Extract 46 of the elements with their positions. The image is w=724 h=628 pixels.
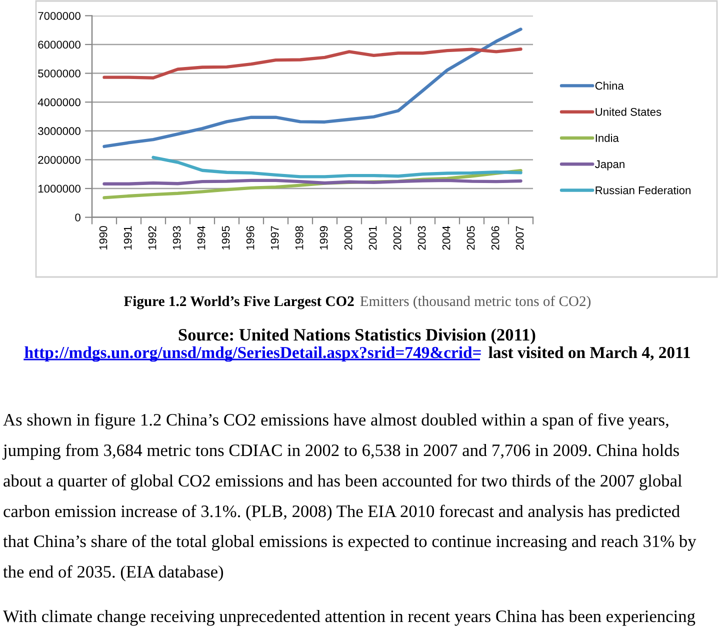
text: the end of 2035. (EIA database) <box>3 565 224 582</box>
text: http://mdgs.un.org/unsd/mdg/SeriesDetail.aspx?srid=749&crid= <box>24 346 481 362</box>
x-tick-label: 2001 <box>368 226 377 250</box>
line-series <box>102 48 522 80</box>
y-tick-label: 3000000 <box>38 127 80 136</box>
x-tick-label: 1991 <box>124 226 132 250</box>
line-series <box>102 28 522 148</box>
text: carbon emission increase of 3.1%. (PLB, 2008) The EIA 2010 forecast and analysis has predicted <box>4 504 680 521</box>
y-tick-label: 1000000 <box>38 184 80 193</box>
text: With climate change receiving unprecedented attention in recent years China has been experiencing <box>3 610 696 626</box>
x-tick-label: 2006 <box>491 226 500 250</box>
y-tick-label: 7000000 <box>38 12 80 20</box>
x-tick-label: 1999 <box>320 226 328 250</box>
y-tick-label: 0 <box>75 214 80 222</box>
source-note: Source: United Nations Statistics Division (2011) <box>178 328 536 344</box>
y-tick-label: 2000000 <box>38 156 80 164</box>
y-tick-label: 6000000 <box>38 40 80 49</box>
legend-label: China <box>595 82 624 90</box>
x-tick-label: 1993 <box>172 226 181 250</box>
text: about a quarter of global CO2 emissions and has been accounted for two thirds of the 2007 global <box>4 474 682 490</box>
x-tick-label: 1992 <box>148 226 156 250</box>
y-tick-label: 5000000 <box>38 70 80 78</box>
x-tick-label: 2004 <box>442 226 450 250</box>
x-tick-label: 1990 <box>99 226 108 250</box>
legend-label: United States <box>596 108 662 116</box>
text: that China’s share of the total global emissions is expected to continue increasing and reach 31% by <box>3 534 696 551</box>
x-tick-label: 1994 <box>197 226 206 250</box>
x-tick-label: 1997 <box>270 226 279 250</box>
text: last visited on March 4, 2011 <box>488 346 690 361</box>
line-series <box>152 156 522 178</box>
text: jumping from 3,684 metric tons CDIAC in 2002 to 6,538 in 2007 and 7,706 in 2009. China holds <box>2 444 679 460</box>
legend-label: Japan <box>595 160 624 170</box>
y-tick-label: 4000000 <box>38 98 80 106</box>
x-tick-label: 2007 <box>516 226 524 250</box>
x-tick-label: 2002 <box>393 226 402 250</box>
text: As shown in figure 1.2 China’s CO2 emissions have almost doubled within a span of five years, <box>3 413 668 430</box>
legend-label: Russian Federation <box>596 186 690 194</box>
text: Emitters (thousand metric tons of CO2) <box>360 296 590 310</box>
x-tick-label: 1998 <box>295 226 304 250</box>
x-tick-label: 2005 <box>466 226 475 250</box>
x-tick-label: 2003 <box>418 226 426 250</box>
legend-label: India <box>596 134 619 142</box>
x-tick-label: 1996 <box>246 226 254 250</box>
x-tick-label: 2000 <box>344 226 352 250</box>
caption: Figure 1.2 World’s Five Largest CO2 <box>124 296 354 310</box>
x-tick-label: 1995 <box>222 226 230 250</box>
